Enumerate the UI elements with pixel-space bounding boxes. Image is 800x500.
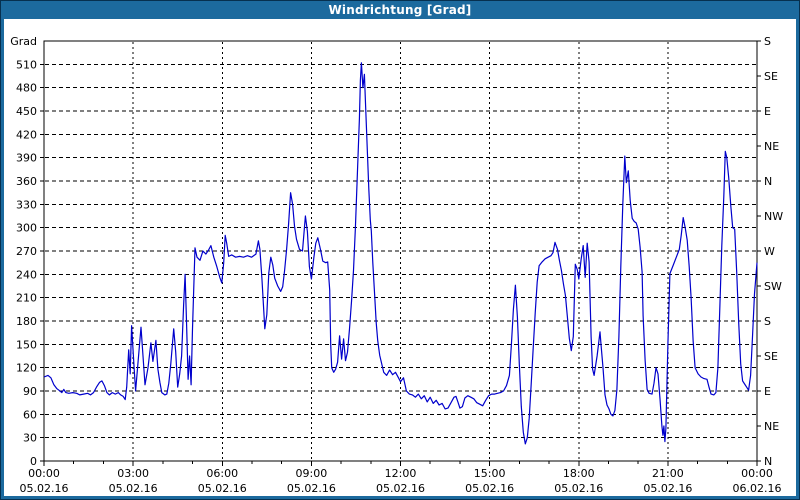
plot-frame [43, 40, 758, 462]
y-left-tick-label: 240 [16, 268, 37, 281]
chart-content: 0 30 60 90 120 150 180 210 240 270 300 330 360 390 420… [4, 19, 796, 496]
y-left-tick-label: 0 [30, 455, 37, 468]
x-time-label: 15:00 [474, 467, 506, 480]
x-time-label: 18:00 [563, 467, 595, 480]
x-date-label: 05.02.16 [287, 482, 336, 495]
y-right-tick-label: SE [764, 70, 778, 83]
x-date-label: 05.02.16 [376, 482, 425, 495]
x-date-label: 05.02.16 [643, 482, 692, 495]
x-time-label: 12:00 [385, 467, 417, 480]
wind-direction-line [43, 62, 758, 445]
y-left-tick-label: 210 [16, 292, 37, 305]
y-left-tick-label: 300 [16, 222, 37, 235]
y-left-tick-label: 360 [16, 175, 37, 188]
x-time-label: 06:00 [206, 467, 238, 480]
window-titlebar: Windrichtung [Grad] [4, 1, 796, 19]
x-time-label: 00:00 [28, 467, 60, 480]
window-title: Windrichtung [Grad] [328, 3, 472, 17]
y-left-tick-label: 270 [16, 245, 37, 258]
y-right-tick-label: E [764, 385, 771, 398]
x-date-label: 05.02.16 [109, 482, 158, 495]
x-time-label: 03:00 [117, 467, 149, 480]
y-right-tick-label: NE [764, 420, 779, 433]
x-time-label: 21:00 [652, 467, 684, 480]
x-date-label: 05.02.16 [465, 482, 514, 495]
y-axis-title: Grad [10, 35, 37, 48]
y-right-tick-label: N [764, 455, 772, 468]
x-time-label: 09:00 [296, 467, 328, 480]
y-left-tick-label: 420 [16, 128, 37, 141]
wind-direction-chart: 0 30 60 90 120 150 180 210 240 270 300 330 360 390 420… [10, 35, 783, 495]
y-right-tick-label: S [764, 35, 771, 48]
y-left-tick-label: 150 [16, 338, 37, 351]
y-left-tick-label: 60 [23, 408, 37, 421]
y-left-tick-label: 120 [16, 362, 37, 375]
y-left-tick-label: 390 [16, 152, 37, 165]
y-left-tick-label: 180 [16, 315, 37, 328]
x-time-label: 00:00 [741, 467, 773, 480]
y-right-tick-label: NW [764, 210, 783, 223]
x-date-label: 05.02.16 [554, 482, 603, 495]
y-left-tick-label: 510 [16, 58, 37, 71]
x-date-label: 06.02.16 [733, 482, 782, 495]
x-date-label: 05.02.16 [198, 482, 247, 495]
y-left-tick-label: 480 [16, 82, 37, 95]
y-left-tick-label: 30 [23, 432, 37, 445]
y-left-tick-label: 330 [16, 198, 37, 211]
y-right-tick-label: SW [764, 280, 782, 293]
x-date-label: 05.02.16 [20, 482, 69, 495]
y-right-tick-label: S [764, 315, 771, 328]
y-right-tick-label: N [764, 175, 772, 188]
y-right-tick-label: SE [764, 350, 778, 363]
y-right-tick-label: E [764, 105, 771, 118]
y-left-tick-label: 450 [16, 105, 37, 118]
y-right-tick-label: W [764, 245, 775, 258]
y-right-tick-label: NE [764, 140, 779, 153]
y-left-tick-label: 90 [23, 385, 37, 398]
